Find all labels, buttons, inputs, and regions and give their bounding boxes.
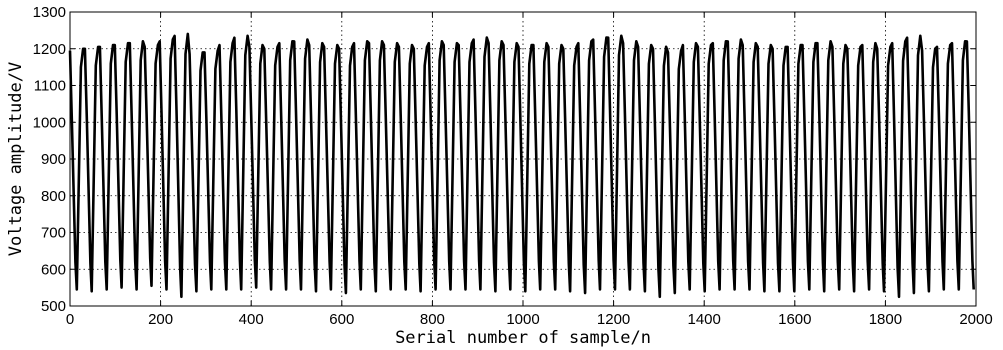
x-tick-label: 1000 — [506, 311, 539, 328]
x-tick-label: 400 — [239, 311, 264, 328]
y-tick-label: 1200 — [33, 41, 66, 58]
x-tick-label: 600 — [329, 311, 354, 328]
x-tick-label: 1800 — [869, 311, 902, 328]
voltage-series-line — [68, 32, 975, 299]
y-tick-label: 1300 — [33, 4, 66, 21]
plot-area — [68, 32, 975, 299]
y-tick-label: 900 — [41, 151, 66, 168]
x-tick-label: 2000 — [959, 311, 992, 328]
x-tick-label: 200 — [148, 311, 173, 328]
x-tick-label: 1400 — [688, 311, 721, 328]
y-tick-label: 600 — [41, 261, 66, 278]
y-axis: 500 600 700 800 900 1000 1100 1200 1300 — [33, 4, 976, 315]
y-tick-label: 1100 — [34, 78, 66, 95]
y-tick-label: 700 — [41, 225, 66, 242]
x-tick-label: 800 — [420, 311, 445, 328]
x-axis-label: Serial number of sample/n — [395, 328, 651, 348]
y-tick-label: 500 — [41, 298, 66, 315]
x-tick-label: 0 — [66, 311, 74, 328]
x-tick-label: 1200 — [597, 311, 630, 328]
x-tick-label: 1600 — [778, 311, 811, 328]
y-axis-label: Voltage amplitude/V — [6, 62, 26, 256]
y-tick-label: 800 — [41, 188, 66, 205]
y-tick-label: 1000 — [33, 114, 66, 131]
x-axis: 0 200 400 600 800 1000 1200 1400 1600 1800 2000 — [66, 12, 993, 328]
